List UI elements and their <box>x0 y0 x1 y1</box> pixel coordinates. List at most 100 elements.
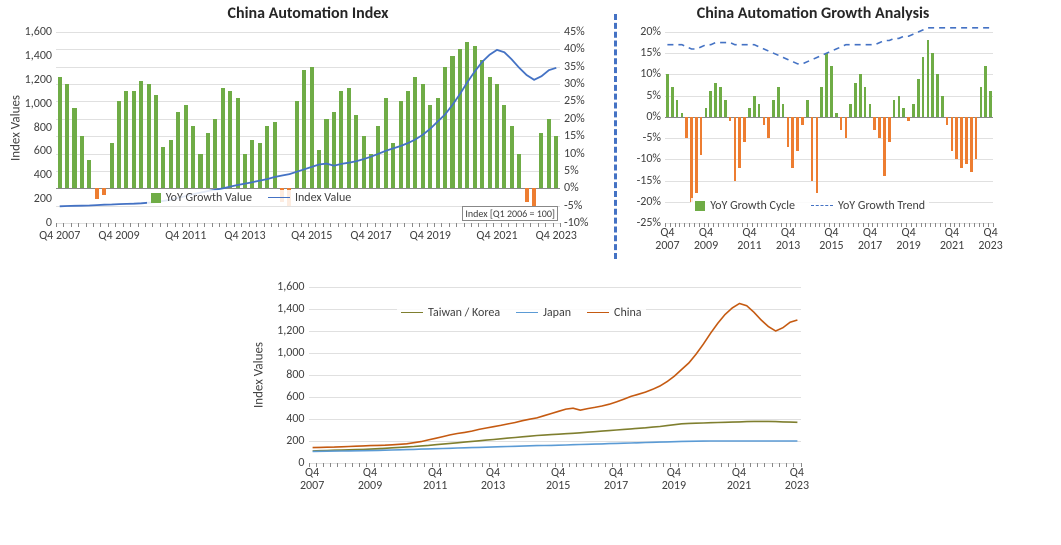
legend-label: Japan <box>543 306 571 320</box>
plot-area: YoY Growth CycleYoY Growth Trend-25%-20%… <box>665 32 993 223</box>
x-tick-mark <box>390 223 391 227</box>
x-tick-mark <box>56 223 57 227</box>
legend-swatch <box>695 201 705 211</box>
x-tick-mark <box>598 463 599 467</box>
x-tick-mark <box>805 223 806 227</box>
x-tick-mark <box>764 463 765 467</box>
x-tick-label: Q42019 <box>662 467 686 493</box>
x-tick-mark <box>108 223 109 227</box>
legend-swatch <box>811 205 833 206</box>
x-tick-mark <box>843 223 844 227</box>
x-tick-label: Q4 2019 <box>410 229 451 243</box>
x-tick-mark <box>718 223 719 227</box>
x-tick-mark <box>882 223 883 227</box>
x-tick-label: Q42015 <box>546 467 570 493</box>
x-tick-label: Q42023 <box>785 467 809 493</box>
x-tick-mark <box>323 223 324 227</box>
x-tick-mark <box>256 223 257 227</box>
y-tick-left: 1,200 <box>253 325 305 337</box>
y-tick-left: 400 <box>253 413 305 425</box>
trend-line <box>667 28 990 64</box>
x-tick-label: Q42017 <box>858 227 882 253</box>
x-tick-mark <box>545 223 546 227</box>
x-tick-label: Q42019 <box>896 227 920 253</box>
x-tick-mark <box>516 223 517 227</box>
x-tick-mark <box>771 223 772 227</box>
y-tick-left: 1,000 <box>253 347 305 359</box>
page: China Automation IndexIndex ValuesYoY Gr… <box>0 0 1061 545</box>
legend-item: Taiwan / Korea <box>401 306 500 320</box>
x-tick-label: Q42015 <box>819 227 843 253</box>
x-tick-mark <box>553 223 554 227</box>
legend-swatch <box>401 312 423 313</box>
y-tick-right: -5% <box>564 200 582 212</box>
plot: YoY Growth ValueIndex ValueIndex [Q1 200… <box>56 32 560 224</box>
x-tick-mark <box>182 223 183 227</box>
line-overlay <box>665 32 993 223</box>
x-tick-mark <box>330 223 331 227</box>
x-tick-mark <box>330 463 331 467</box>
legend-label: YoY Growth Cycle <box>710 199 795 213</box>
y-tick-left: -20% <box>625 196 661 208</box>
x-tick-mark <box>293 223 294 227</box>
y-tick-right: -10% <box>564 217 588 229</box>
x-tick-mark <box>656 463 657 467</box>
y-tick-left: 800 <box>253 369 305 381</box>
series-line <box>312 304 797 448</box>
x-tick-label: Q4 2011 <box>165 229 206 243</box>
x-tick-label: Q42009 <box>358 467 382 493</box>
x-tick-mark <box>271 223 272 227</box>
legend-item: Japan <box>516 306 571 320</box>
x-tick-mark <box>706 463 707 467</box>
y-tick-right: 15% <box>564 130 585 142</box>
x-tick-mark <box>212 223 213 227</box>
legend: YoY Growth CycleYoY Growth Trend <box>691 198 929 214</box>
x-tick-mark <box>493 223 494 227</box>
legend-swatch <box>516 312 538 313</box>
y-tick-right: 0% <box>564 182 579 194</box>
x-tick-mark <box>475 463 476 467</box>
x-tick-mark <box>427 223 428 227</box>
x-tick-mark <box>689 223 690 227</box>
x-tick-label: Q42023 <box>978 227 1002 253</box>
x-tick-mark <box>921 223 922 227</box>
top-row: China Automation IndexIndex ValuesYoY Gr… <box>0 0 1061 269</box>
y-tick-left: -15% <box>625 175 661 187</box>
chart-china-automation-growth-analysis: China Automation Growth AnalysisYoY Grow… <box>623 4 1003 269</box>
x-tick-mark <box>278 223 279 227</box>
x-tick-mark <box>160 223 161 227</box>
x-tick-mark <box>71 223 72 227</box>
x-tick-label: Q42007 <box>655 227 679 253</box>
x-tick-mark <box>417 463 418 467</box>
x-tick-mark <box>772 463 773 467</box>
x-tick-mark <box>892 223 893 227</box>
x-tick-label: Q42021 <box>727 467 751 493</box>
x-tick-mark <box>723 223 724 227</box>
y-tick-left: 20% <box>625 26 661 38</box>
x-tick-mark <box>925 223 926 227</box>
y-tick-right: 20% <box>564 113 585 125</box>
x-tick-mark <box>419 223 420 227</box>
x-tick-mark <box>100 223 101 227</box>
x-tick-mark <box>388 463 389 467</box>
legend-label: YoY Growth Value <box>166 191 252 205</box>
x-tick-mark <box>964 223 965 227</box>
x-tick-label: Q4 2015 <box>291 229 332 243</box>
x-tick-mark <box>530 223 531 227</box>
x-tick-mark <box>375 223 376 227</box>
x-tick-mark <box>591 463 592 467</box>
x-tick-mark <box>382 223 383 227</box>
x-tick-mark <box>360 223 361 227</box>
x-tick-mark <box>175 223 176 227</box>
x-tick-mark <box>641 463 642 467</box>
x-tick-mark <box>540 463 541 467</box>
y-tick-left: 0 <box>10 217 52 229</box>
x-tick-mark <box>501 223 502 227</box>
x-tick-mark <box>249 223 250 227</box>
y-tick-left: 200 <box>10 193 52 205</box>
x-tick-mark <box>518 463 519 467</box>
y-tick-right: 5% <box>564 165 579 177</box>
x-tick-mark <box>684 223 685 227</box>
index-value-line <box>60 50 557 206</box>
x-tick-mark <box>219 223 220 227</box>
